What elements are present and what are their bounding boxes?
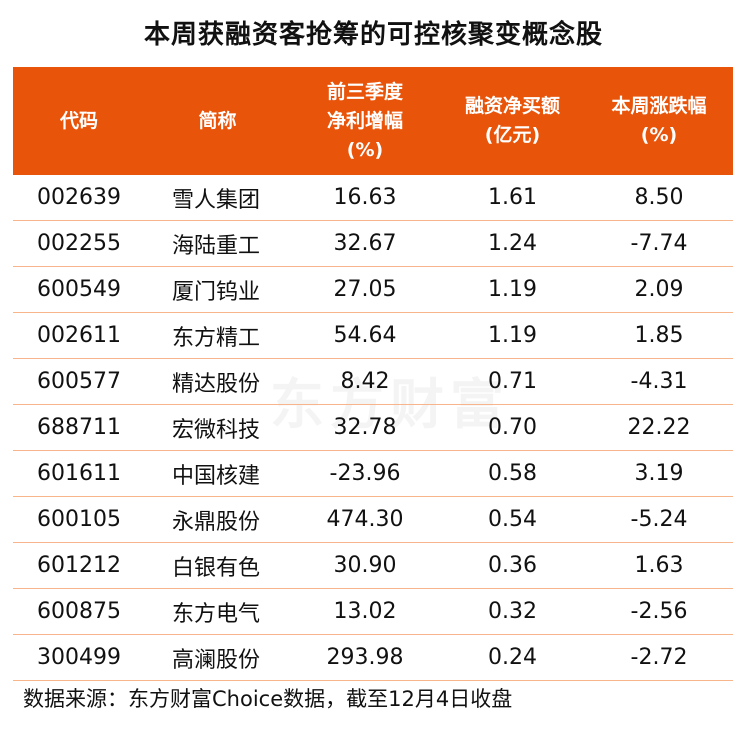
cell-profit-growth: 32.78 xyxy=(333,415,397,440)
cell-name: 厦门钨业 xyxy=(172,279,261,305)
cell-weekly-change: -2.56 xyxy=(630,599,688,624)
cell-weekly-change: 1.85 xyxy=(634,323,684,348)
cell-weekly-change: -5.24 xyxy=(630,507,688,532)
cell-name: 中国核建 xyxy=(172,463,261,489)
cell-name: 白银有色 xyxy=(172,555,261,581)
cell-weekly-change: 8.50 xyxy=(634,185,684,210)
cell-profit-growth: -23.96 xyxy=(329,461,401,486)
cell-margin-net-buy: 1.24 xyxy=(488,231,537,256)
table-row: 600577 精达股份 8.42 0.71 -4.31 xyxy=(13,359,733,405)
cell-margin-net-buy: 0.70 xyxy=(488,415,537,440)
table-row: 600549 厦门钨业 27.05 1.19 2.09 xyxy=(13,267,733,313)
cell-profit-growth: 30.90 xyxy=(333,553,397,578)
cell-margin-net-buy: 0.54 xyxy=(488,507,537,532)
source-note: 数据来源：东方财富Choice数据，截至12月4日收盘 xyxy=(23,687,513,711)
cell-weekly-change: -7.74 xyxy=(630,231,688,256)
cell-code: 600549 xyxy=(37,277,121,302)
cell-name: 雪人集团 xyxy=(172,187,261,213)
header-code: 代码 xyxy=(59,109,98,132)
cell-weekly-change: 1.63 xyxy=(634,553,684,578)
cell-name: 永鼎股份 xyxy=(172,509,261,535)
cell-margin-net-buy: 0.36 xyxy=(488,553,537,578)
cell-code: 002639 xyxy=(37,185,121,210)
cell-margin-net-buy: 1.61 xyxy=(488,185,537,210)
header-margin-net-buy: 融资净买额 (亿元) xyxy=(464,95,560,146)
table-row: 688711 宏微科技 32.78 0.70 22.22 xyxy=(13,405,733,451)
table-title: 本周获融资客抢筹的可控核聚变概念股 xyxy=(143,20,603,50)
cell-code: 600875 xyxy=(37,599,121,624)
table-row: 600875 东方电气 13.02 0.32 -2.56 xyxy=(13,589,733,635)
cell-weekly-change: -4.31 xyxy=(630,369,688,394)
cell-weekly-change: 3.19 xyxy=(634,461,684,486)
cell-profit-growth: 293.98 xyxy=(326,645,404,670)
header-profit-growth: 前三季度 净利增幅 (%) xyxy=(326,80,403,161)
cell-margin-net-buy: 0.71 xyxy=(488,369,537,394)
table-row: 002255 海陆重工 32.67 1.24 -7.74 xyxy=(13,221,733,267)
cell-name: 海陆重工 xyxy=(172,233,261,259)
cell-name: 高澜股份 xyxy=(172,647,261,673)
table-row: 600105 永鼎股份 474.30 0.54 -5.24 xyxy=(13,497,733,543)
cell-code: 601611 xyxy=(37,461,121,486)
table-row: 601212 白银有色 30.90 0.36 1.63 xyxy=(13,543,733,589)
cell-code: 688711 xyxy=(37,415,121,440)
cell-profit-growth: 16.63 xyxy=(333,185,397,210)
cell-profit-growth: 13.02 xyxy=(333,599,397,624)
data-table: 代码 简称 前三季度 净利增幅 (%) 融资净买额 (亿元) 本周涨跌幅 (%)… xyxy=(13,67,733,681)
cell-profit-growth: 54.64 xyxy=(333,323,397,348)
cell-code: 300499 xyxy=(37,645,121,670)
cell-name: 精达股份 xyxy=(172,371,261,397)
cell-code: 600105 xyxy=(37,507,121,532)
cell-profit-growth: 32.67 xyxy=(333,231,397,256)
table-body: 002639 雪人集团 16.63 1.61 8.50 002255 海陆重工 32.67 1.… xyxy=(13,175,733,681)
cell-margin-net-buy: 0.24 xyxy=(488,645,537,670)
cell-weekly-change: 22.22 xyxy=(627,415,691,440)
cell-profit-growth: 474.30 xyxy=(326,507,404,532)
cell-margin-net-buy: 1.19 xyxy=(488,323,537,348)
header-weekly-change: 本周涨跌幅 (%) xyxy=(611,95,707,146)
cell-margin-net-buy: 0.32 xyxy=(488,599,537,624)
table-row: 002611 东方精工 54.64 1.19 1.85 xyxy=(13,313,733,359)
cell-profit-growth: 8.42 xyxy=(340,369,390,394)
cell-code: 600577 xyxy=(37,369,121,394)
cell-code: 601212 xyxy=(37,553,121,578)
cell-margin-net-buy: 1.19 xyxy=(488,277,537,302)
header-name: 简称 xyxy=(198,109,237,132)
table-header: 代码 简称 前三季度 净利增幅 (%) 融资净买额 (亿元) 本周涨跌幅 (%) xyxy=(13,67,733,175)
cell-profit-growth: 27.05 xyxy=(333,277,397,302)
cell-code: 002611 xyxy=(37,323,121,348)
table-row: 300499 高澜股份 293.98 0.24 -2.72 xyxy=(13,635,733,681)
cell-name: 东方精工 xyxy=(172,325,261,351)
cell-weekly-change: 2.09 xyxy=(634,277,684,302)
table-row: 002639 雪人集团 16.63 1.61 8.50 xyxy=(13,175,733,221)
cell-name: 宏微科技 xyxy=(172,417,261,443)
table-row: 601611 中国核建 -23.96 0.58 3.19 xyxy=(13,451,733,497)
cell-name: 东方电气 xyxy=(172,601,261,627)
cell-code: 002255 xyxy=(37,231,121,256)
cell-weekly-change: -2.72 xyxy=(630,645,688,670)
cell-margin-net-buy: 0.58 xyxy=(488,461,537,486)
